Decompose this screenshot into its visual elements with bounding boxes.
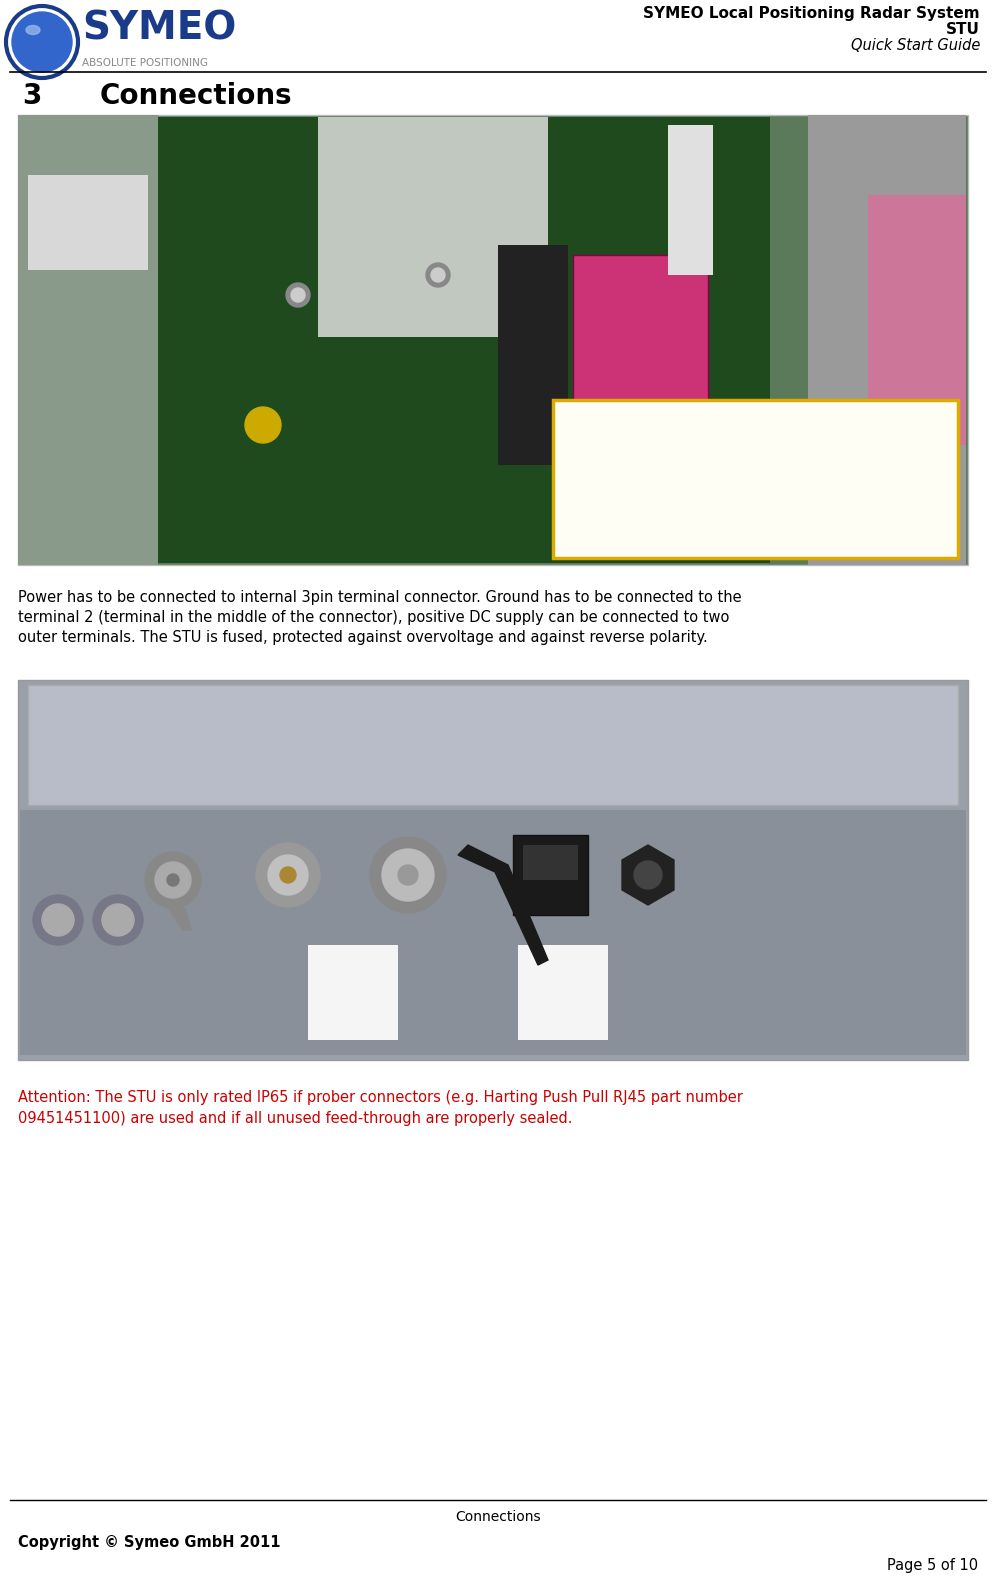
FancyBboxPatch shape (28, 685, 958, 804)
Text: terminal 2 (terminal in the middle of the connector), positive DC supply can be : terminal 2 (terminal in the middle of th… (18, 610, 729, 624)
FancyBboxPatch shape (18, 115, 968, 566)
Circle shape (155, 862, 191, 898)
Text: ABSOLUTE POSITIONING: ABSOLUTE POSITIONING (82, 57, 208, 68)
FancyBboxPatch shape (668, 124, 713, 276)
Circle shape (291, 288, 305, 303)
FancyBboxPatch shape (518, 945, 608, 1040)
FancyBboxPatch shape (741, 433, 753, 478)
Text: SYMEO Local Positioning Radar System: SYMEO Local Positioning Radar System (643, 6, 980, 21)
Text: Common Ground e.g. GND: Common Ground e.g. GND (565, 459, 769, 473)
Ellipse shape (26, 25, 40, 35)
Text: POWER: POWER (608, 269, 618, 311)
Text: SYMEO: SYMEO (82, 10, 236, 48)
Text: Connections: Connections (100, 81, 293, 110)
FancyBboxPatch shape (18, 115, 158, 566)
Polygon shape (622, 844, 674, 905)
FancyBboxPatch shape (573, 255, 708, 465)
FancyBboxPatch shape (20, 809, 966, 1055)
FancyBboxPatch shape (513, 835, 588, 914)
FancyBboxPatch shape (523, 844, 578, 879)
Text: TRACO: TRACO (588, 269, 598, 307)
Text: outer terminals. The STU is fused, protected against overvoltage and against rev: outer terminals. The STU is fused, prote… (18, 629, 708, 645)
Circle shape (431, 268, 445, 282)
Text: Quick Start Guide: Quick Start Guide (851, 38, 980, 53)
Polygon shape (168, 908, 191, 930)
FancyBboxPatch shape (498, 245, 568, 465)
Circle shape (398, 865, 418, 886)
Circle shape (268, 855, 308, 895)
Circle shape (634, 860, 662, 889)
FancyBboxPatch shape (20, 116, 770, 562)
Circle shape (370, 836, 446, 913)
FancyBboxPatch shape (308, 945, 398, 1040)
Text: Power has to be connected to internal 3pin terminal connector. Ground has to be : Power has to be connected to internal 3p… (18, 589, 742, 605)
Text: Page 5 of 10: Page 5 of 10 (886, 1558, 978, 1572)
Circle shape (280, 867, 296, 883)
Circle shape (426, 263, 450, 287)
FancyBboxPatch shape (18, 680, 968, 1059)
FancyBboxPatch shape (318, 116, 548, 338)
Text: Positive supply e.g. 12VDC: Positive supply e.g. 12VDC (565, 432, 770, 448)
FancyBboxPatch shape (28, 175, 148, 229)
Circle shape (382, 849, 434, 902)
Text: STU: STU (946, 22, 980, 37)
Text: LAN: LAN (553, 949, 579, 1008)
Circle shape (256, 843, 320, 906)
FancyBboxPatch shape (718, 425, 773, 535)
Circle shape (102, 903, 134, 937)
FancyBboxPatch shape (553, 400, 958, 558)
Text: 3: 3 (22, 81, 42, 110)
Circle shape (33, 895, 83, 945)
Circle shape (42, 903, 74, 937)
Polygon shape (458, 844, 548, 965)
Circle shape (245, 406, 281, 443)
Circle shape (167, 875, 179, 886)
Circle shape (286, 284, 310, 307)
FancyBboxPatch shape (808, 115, 966, 566)
Circle shape (93, 895, 143, 945)
Text: Connections: Connections (455, 1510, 541, 1525)
Text: GPS: GPS (350, 949, 376, 1010)
FancyBboxPatch shape (757, 433, 769, 478)
Circle shape (12, 13, 72, 72)
Text: Copyright © Symeo GmbH 2011: Copyright © Symeo GmbH 2011 (18, 1536, 281, 1550)
Text: Attention: The STU is only rated IP65 if prober connectors (e.g. Harting Push Pu: Attention: The STU is only rated IP65 if… (18, 1090, 743, 1106)
FancyBboxPatch shape (725, 433, 737, 478)
FancyBboxPatch shape (868, 194, 966, 444)
Circle shape (145, 852, 201, 908)
Text: Power connector:: Power connector: (565, 408, 716, 424)
FancyBboxPatch shape (28, 215, 148, 269)
Text: Positive supply e.g. 12VDC: Positive supply e.g. 12VDC (565, 484, 770, 499)
Text: 09451451100) are used and if all unused feed-through are properly sealed.: 09451451100) are used and if all unused … (18, 1110, 573, 1126)
